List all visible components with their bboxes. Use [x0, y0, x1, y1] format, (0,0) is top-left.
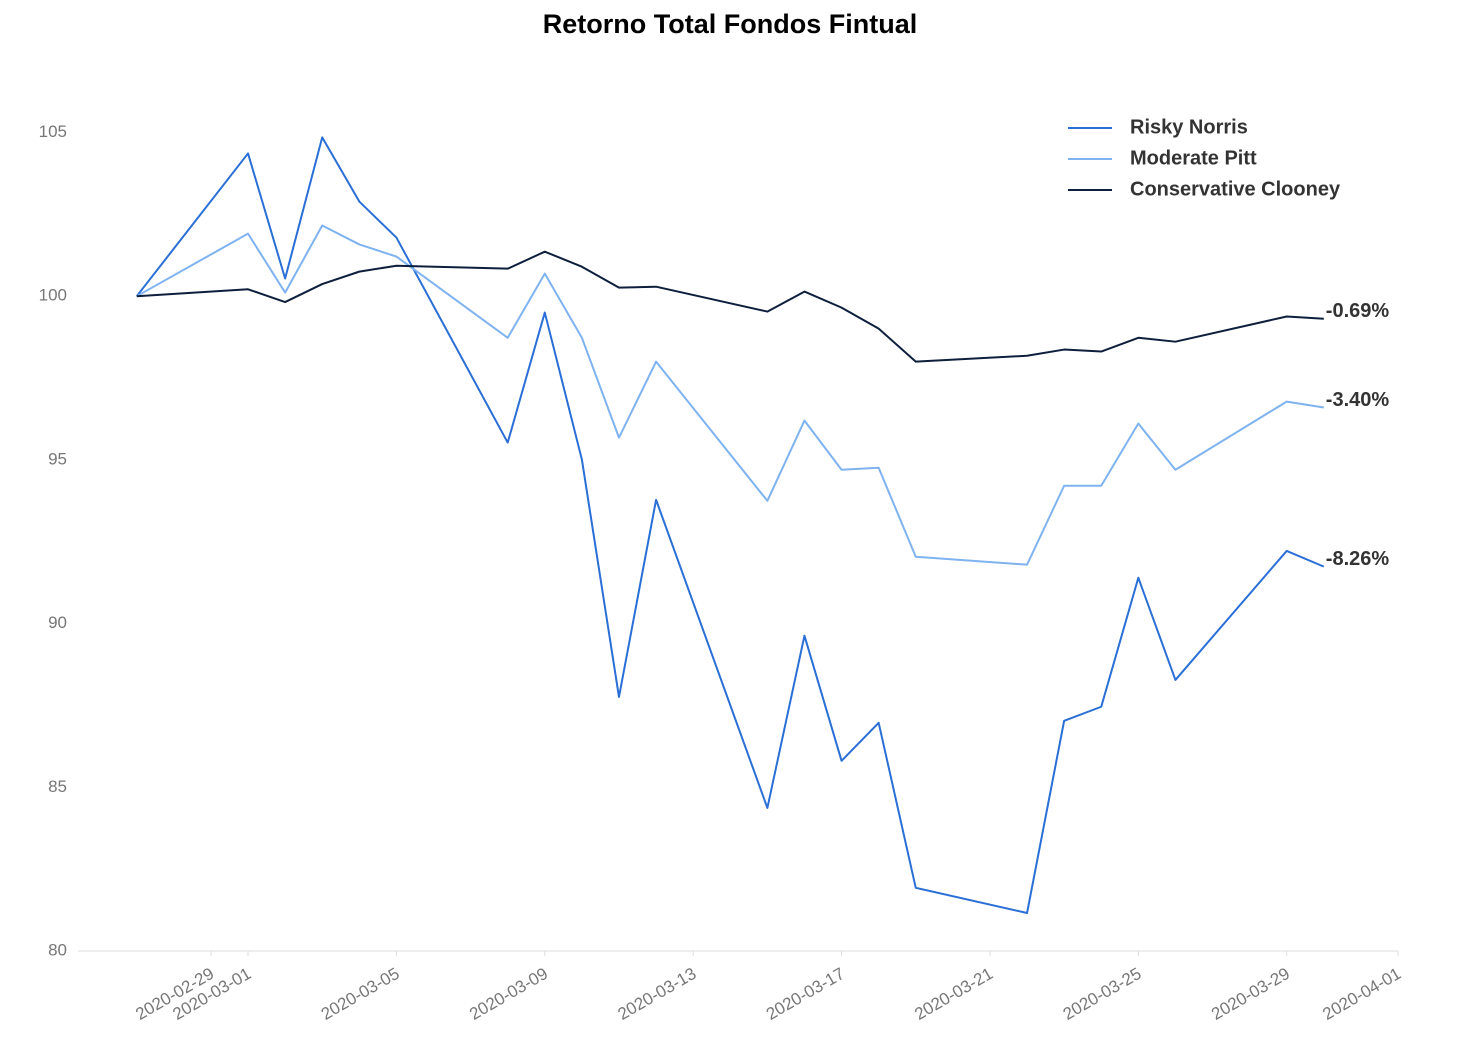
series-line — [136, 250, 1324, 363]
end-label: -8.26% — [1326, 548, 1390, 570]
legend-label: Risky Norris — [1130, 116, 1248, 138]
series-line — [136, 224, 1324, 566]
y-tick-label: 100 — [39, 286, 67, 305]
end-label: -3.40% — [1326, 389, 1390, 411]
end-label: -0.69% — [1326, 300, 1390, 322]
y-tick-label: 85 — [48, 777, 67, 796]
x-tick-label: 2020-03-21 — [911, 964, 996, 1024]
x-tick-label: 2020-03-13 — [615, 964, 700, 1024]
x-tick-label: 2020-03-09 — [466, 964, 551, 1024]
y-tick-label: 90 — [48, 613, 67, 632]
x-tick-label: 2020-03-29 — [1208, 964, 1293, 1024]
legend-label: Moderate Pitt — [1130, 147, 1257, 169]
y-tick-label: 105 — [39, 122, 67, 141]
x-tick-label: 2020-03-25 — [1060, 964, 1145, 1024]
y-tick-label: 80 — [48, 940, 67, 959]
x-tick-label: 2020-04-01 — [1319, 964, 1404, 1024]
chart-title: Retorno Total Fondos Fintual — [543, 9, 917, 39]
series-line — [135, 136, 1325, 915]
legend-label: Conservative Clooney — [1130, 178, 1341, 200]
x-tick-label: 2020-03-05 — [318, 964, 403, 1024]
y-tick-label: 95 — [48, 449, 67, 468]
x-tick-label: 2020-03-17 — [763, 964, 848, 1024]
